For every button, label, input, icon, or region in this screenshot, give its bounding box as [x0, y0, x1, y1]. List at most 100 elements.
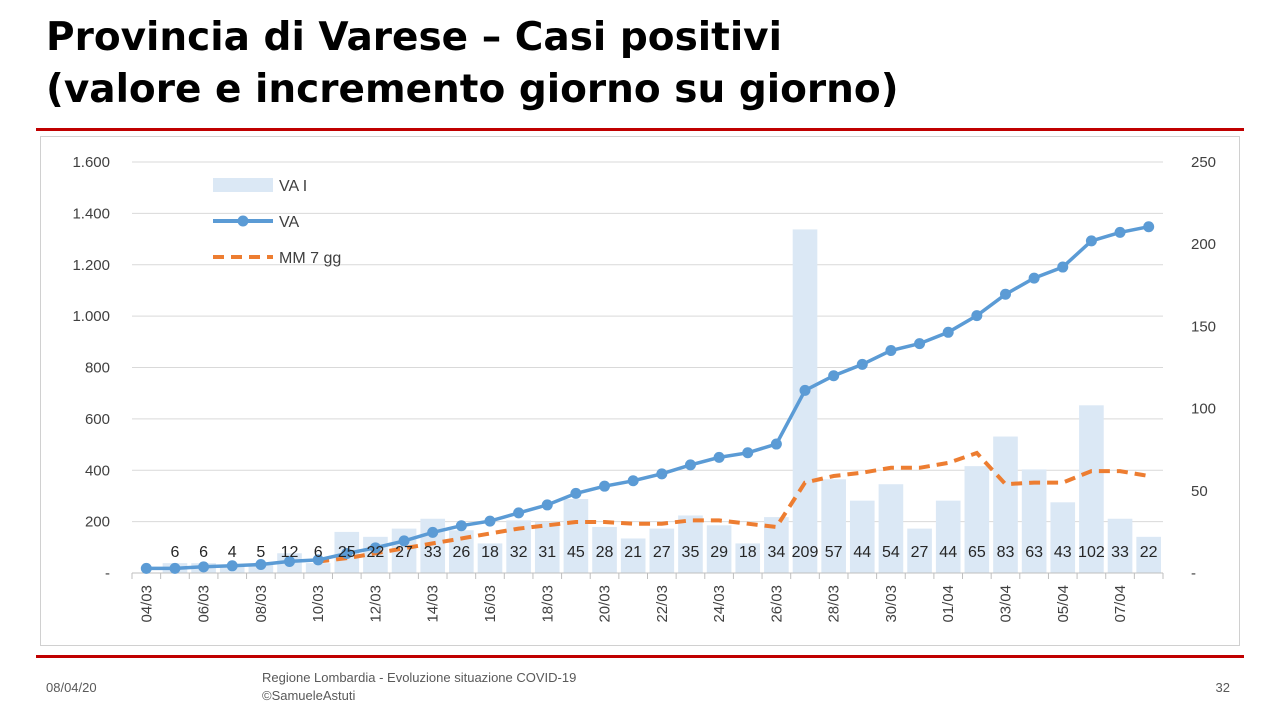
bar-data-label: 33: [1111, 544, 1129, 561]
va-point: [770, 438, 782, 450]
bar: [907, 528, 932, 573]
bar-data-label: 32: [510, 544, 528, 561]
bar: [563, 499, 589, 573]
bar-data-label: 44: [853, 544, 871, 561]
bar: [878, 484, 904, 573]
va-point: [713, 451, 725, 463]
legend-label: MM 7 gg: [279, 250, 341, 267]
va-point: [570, 487, 582, 499]
top-divider: [36, 128, 1244, 131]
x-tick-label: 14/03: [425, 585, 442, 623]
va-point: [484, 515, 496, 527]
x-tick-label: 01/04: [940, 585, 957, 623]
slide-title-line2: (valore e incremento giorno su giorno): [46, 67, 899, 112]
footer-source-line2: ©SamueleAstuti: [262, 688, 356, 703]
y-right-tick-label: 150: [1191, 318, 1216, 335]
bar-data-label: 4: [228, 544, 237, 561]
va-point: [942, 326, 954, 338]
bar-data-label: 63: [1025, 544, 1043, 561]
bar-data-label: 27: [653, 544, 671, 561]
legend-swatch-va-marker: [237, 215, 249, 227]
bar-data-label: 34: [767, 544, 785, 561]
bar: [620, 538, 646, 573]
bar: [964, 466, 990, 573]
bar: [792, 229, 818, 573]
bar-data-label: 27: [911, 544, 929, 561]
bar: [305, 563, 331, 573]
va-point: [828, 370, 840, 382]
x-tick-label: 24/03: [711, 585, 728, 623]
bar-data-label: 33: [424, 544, 442, 561]
va-point: [742, 447, 754, 459]
bar-data-label: 6: [314, 544, 323, 561]
y-left-tick-label: 1.400: [72, 205, 110, 222]
bar-data-label: 45: [567, 544, 585, 561]
bar: [649, 528, 675, 573]
y-left-tick-label: 1.000: [72, 308, 110, 325]
bar-data-label: 12: [281, 544, 299, 561]
va-point: [455, 520, 467, 532]
bar-data-label: 65: [968, 544, 986, 561]
va-point: [914, 338, 926, 350]
va-point: [656, 468, 668, 480]
slide-title-line1: Provincia di Varese – Casi positivi: [46, 15, 782, 60]
y-right-tick-label: 200: [1191, 236, 1216, 253]
y-right-tick-label: 50: [1191, 483, 1208, 500]
bar-data-label: 83: [997, 544, 1015, 561]
bar: [849, 500, 875, 573]
legend-label: VA: [279, 214, 299, 231]
va-point: [169, 562, 181, 574]
slide-title: Provincia di Varese – Casi positivi (val…: [46, 12, 899, 116]
va-point: [1057, 261, 1069, 273]
va-point: [999, 288, 1011, 300]
x-tick-label: 03/04: [997, 585, 1014, 623]
va-point: [198, 561, 210, 573]
va-point: [255, 559, 267, 571]
x-tick-label: 30/03: [883, 585, 900, 623]
bar-data-label: 29: [710, 544, 728, 561]
va-point: [599, 480, 611, 492]
y-left-tick-label: 800: [85, 360, 110, 377]
va-point: [541, 499, 553, 511]
bar: [706, 525, 732, 573]
bar-data-label: 209: [792, 544, 819, 561]
y-left-tick-label: 1.200: [72, 257, 110, 274]
bar-data-label: 18: [481, 544, 499, 561]
bar-data-label: 35: [682, 544, 700, 561]
x-tick-label: 22/03: [654, 585, 671, 623]
bar-data-label: 25: [338, 544, 356, 561]
bar: [821, 479, 846, 573]
bar: [735, 543, 761, 573]
bar-data-label: 6: [199, 544, 208, 561]
y-left-tick-label: -: [105, 565, 110, 582]
legend-swatch-bars: [213, 178, 273, 192]
bar-data-label: 43: [1054, 544, 1072, 561]
bar: [1021, 469, 1047, 573]
x-tick-label: 04/03: [138, 585, 155, 623]
va-point: [341, 547, 353, 559]
bar-data-label: 6: [171, 544, 180, 561]
bar-data-label: 26: [452, 544, 470, 561]
x-tick-label: 20/03: [597, 585, 614, 623]
x-tick-label: 18/03: [539, 585, 556, 623]
va-point: [513, 507, 525, 519]
x-tick-label: 05/04: [1055, 585, 1072, 623]
va-point: [226, 560, 238, 572]
bar: [1050, 502, 1076, 573]
y-left-tick-label: 200: [85, 514, 110, 531]
bar-data-label: 31: [538, 544, 556, 561]
bar: [477, 543, 503, 573]
va-point: [140, 562, 152, 574]
chart-frame: - 200 400 600 800 1.000 1.200 1.400 1.600 - 50 100 1…: [40, 136, 1240, 646]
footer-date: 08/04/20: [46, 680, 97, 695]
chart-svg: - 200 400 600 800 1.000 1.200 1.400 1.600 - 50 100 1…: [72, 154, 1216, 623]
x-tick-label: 28/03: [826, 585, 843, 623]
va-point: [369, 542, 381, 554]
va-point: [398, 535, 410, 547]
bar-data-label: 5: [256, 544, 265, 561]
x-tick-label: 07/04: [1112, 585, 1129, 623]
x-tick-label: 08/03: [253, 585, 270, 623]
va-point: [1143, 221, 1155, 233]
bar-data-label: 27: [395, 544, 413, 561]
bar-data-label: 54: [882, 544, 900, 561]
